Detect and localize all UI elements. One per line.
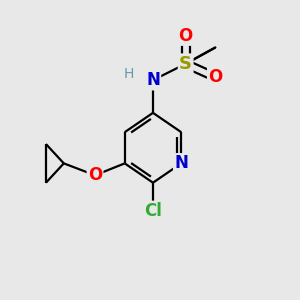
Text: O: O: [88, 166, 102, 184]
Text: H: H: [124, 67, 134, 81]
Text: O: O: [178, 27, 193, 45]
Text: O: O: [208, 68, 223, 86]
Text: N: N: [174, 154, 188, 172]
Text: N: N: [146, 71, 160, 89]
Text: H: H: [124, 67, 134, 81]
Text: S: S: [179, 55, 192, 73]
Text: Cl: Cl: [144, 202, 162, 220]
